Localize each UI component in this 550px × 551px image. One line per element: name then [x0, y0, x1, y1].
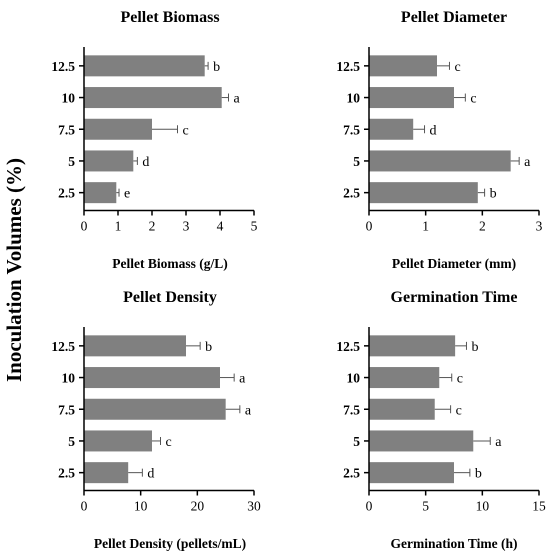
germination-time-x-tick-label: 10 [476, 499, 490, 514]
pellet-biomass-bar [84, 182, 117, 204]
pellet-biomass-significance-letter: b [213, 60, 220, 75]
germination-time-y-tick-label: 2.5 [343, 466, 360, 481]
pellet-diameter-significance-letter: b [490, 187, 497, 202]
pellet-density-y-tick-label: 2.5 [58, 466, 75, 481]
pellet-diameter-y-tick-label: 2.5 [343, 186, 360, 201]
germination-time-x-axis-label: Germination Time (h) [391, 536, 518, 551]
germination-time-bar [369, 462, 454, 484]
pellet-diameter-significance-letter: c [454, 60, 460, 75]
pellet-biomass-title: Pellet Biomass [120, 9, 219, 26]
pellet-biomass-x-tick-label: 1 [115, 219, 122, 234]
panel-pellet-density: Pellet Density Pellet Density (pellets/mL… [51, 289, 261, 551]
pellet-diameter-bar [369, 55, 437, 77]
pellet-biomass-x-tick-label: 2 [149, 219, 156, 234]
pellet-biomass-x-tick-label: 5 [251, 219, 258, 234]
germination-time-x-tick-label: 15 [532, 499, 546, 514]
pellet-biomass-x-tick-label: 4 [217, 219, 224, 234]
germination-time-x-tick-label: 5 [422, 499, 429, 514]
pellet-biomass-y-tick-label: 10 [62, 91, 76, 106]
germination-time-bar [369, 367, 440, 389]
pellet-biomass-x-tick-label: 3 [183, 219, 190, 234]
pellet-biomass-bar [84, 55, 205, 77]
pellet-density-y-tick-label: 12.5 [51, 339, 75, 354]
germination-time-y-tick-label: 12.5 [336, 339, 360, 354]
germination-time-significance-letter: b [471, 340, 478, 355]
germination-time-y-tick-label: 10 [347, 371, 361, 386]
panel-germination-time: Germination Time Germination Time (h) b 12.… [336, 289, 546, 551]
pellet-diameter-y-tick-label: 7.5 [343, 122, 360, 137]
pellet-biomass-x-tick-label: 0 [81, 219, 88, 234]
pellet-density-y-tick-label: 5 [68, 434, 75, 449]
pellet-diameter-bar [369, 150, 511, 172]
pellet-biomass-y-tick-label: 12.5 [51, 59, 75, 74]
pellet-density-x-tick-label: 30 [247, 499, 261, 514]
pellet-diameter-x-tick-label: 1 [422, 219, 429, 234]
pellet-density-x-tick-label: 0 [81, 499, 88, 514]
pellet-density-bar [84, 367, 220, 389]
pellet-biomass-y-tick-label: 2.5 [58, 186, 75, 201]
pellet-biomass-bar [84, 87, 222, 109]
pellet-density-bar [84, 462, 129, 484]
pellet-diameter-y-tick-label: 10 [347, 91, 361, 106]
pellet-density-significance-letter: a [245, 403, 252, 418]
pellet-biomass-y-tick-label: 7.5 [58, 122, 75, 137]
global-y-axis-label: Inoculation Volumes (%) [2, 158, 26, 382]
pellet-density-x-tick-label: 20 [191, 499, 205, 514]
germination-time-bar [369, 398, 435, 420]
pellet-biomass-bar [84, 150, 134, 172]
germination-time-title: Germination Time [391, 289, 518, 306]
pellet-density-bar [84, 430, 152, 452]
germination-time-significance-letter: a [495, 435, 502, 450]
pellet-density-bar [84, 335, 186, 357]
germination-time-y-tick-label: 5 [353, 434, 360, 449]
germination-time-significance-letter: b [475, 467, 482, 482]
germination-time-bar [369, 430, 474, 452]
pellet-biomass-y-tick-label: 5 [68, 154, 75, 169]
pellet-diameter-title: Pellet Diameter [401, 9, 507, 26]
pellet-diameter-bar [369, 118, 414, 140]
germination-time-x-tick-label: 0 [366, 499, 373, 514]
pellet-biomass-x-axis-label: Pellet Biomass (g/L) [112, 256, 227, 271]
pellet-density-significance-letter: a [239, 372, 246, 387]
pellet-biomass-significance-letter: d [142, 155, 149, 170]
germination-time-bar [369, 335, 456, 357]
pellet-diameter-bar [369, 87, 454, 109]
pellet-density-significance-letter: d [147, 467, 154, 482]
pellet-diameter-x-tick-label: 2 [479, 219, 486, 234]
pellet-biomass-significance-letter: c [183, 123, 189, 138]
germination-time-significance-letter: c [456, 403, 462, 418]
pellet-diameter-y-tick-label: 5 [353, 154, 360, 169]
pellet-biomass-bar [84, 118, 152, 140]
pellet-diameter-y-tick-label: 12.5 [336, 59, 360, 74]
pellet-diameter-x-tick-label: 0 [366, 219, 373, 234]
pellet-diameter-significance-letter: a [524, 155, 531, 170]
pellet-density-title: Pellet Density [123, 289, 217, 306]
pellet-density-x-tick-label: 10 [134, 499, 148, 514]
pellet-density-y-tick-label: 10 [62, 371, 76, 386]
pellet-diameter-significance-letter: d [430, 123, 437, 138]
pellet-biomass-significance-letter: e [124, 187, 130, 202]
pellet-biomass-significance-letter: a [234, 92, 241, 107]
pellet-density-y-tick-label: 7.5 [58, 402, 75, 417]
pellet-density-significance-letter: b [205, 340, 212, 355]
pellet-density-bar [84, 398, 226, 420]
pellet-density-x-axis-label: Pellet Density (pellets/mL) [94, 536, 246, 551]
pellet-density-significance-letter: c [166, 435, 172, 450]
germination-time-significance-letter: c [457, 372, 463, 387]
pellet-diameter-x-tick-label: 3 [536, 219, 543, 234]
pellet-diameter-significance-letter: c [470, 92, 476, 107]
pellet-diameter-x-axis-label: Pellet Diameter (mm) [392, 256, 516, 271]
pellet-diameter-bar [369, 182, 478, 204]
germination-time-y-tick-label: 7.5 [343, 402, 360, 417]
